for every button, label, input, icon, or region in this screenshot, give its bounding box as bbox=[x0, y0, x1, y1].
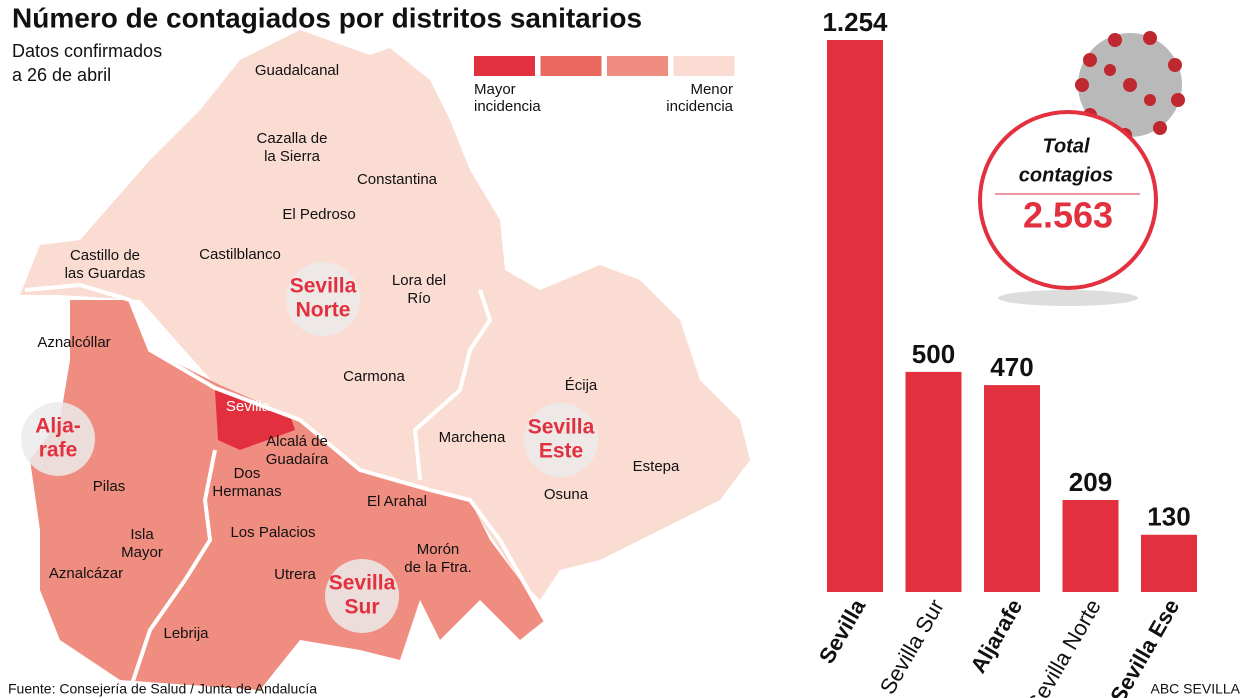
shadow bbox=[998, 290, 1138, 306]
town-label: Hermanas bbox=[212, 483, 281, 500]
value-label: 130 bbox=[1147, 502, 1190, 532]
total-circle bbox=[978, 110, 1158, 290]
legend-label: Mayor bbox=[474, 81, 516, 98]
total-label: Total bbox=[1042, 135, 1089, 157]
legend-label: Menor bbox=[690, 81, 733, 98]
credit: ABC SEVILLA bbox=[1151, 681, 1241, 697]
district-badge bbox=[325, 559, 399, 633]
district-label: Alja- bbox=[35, 415, 81, 438]
source: Fuente: Consejería de Salud / Junta de A… bbox=[8, 681, 317, 697]
town-label: Guadalcanal bbox=[255, 62, 339, 79]
value-label: 470 bbox=[990, 352, 1033, 382]
map-region bbox=[30, 300, 545, 690]
bar bbox=[1062, 500, 1119, 592]
town-label: Carmona bbox=[343, 368, 405, 385]
legend-label: incidencia bbox=[474, 98, 541, 115]
town-label: Castillo de bbox=[70, 247, 140, 264]
town-label: El Pedroso bbox=[282, 206, 355, 223]
legend-swatch bbox=[540, 56, 602, 76]
district-border bbox=[24, 282, 547, 621]
total-value: 2.563 bbox=[1023, 195, 1113, 236]
value-label: 500 bbox=[912, 339, 955, 369]
virus-spikes bbox=[1075, 31, 1185, 142]
bar bbox=[905, 371, 962, 592]
district-badge bbox=[21, 402, 95, 476]
bar bbox=[1141, 534, 1197, 592]
legend-label: incidencia bbox=[666, 98, 733, 115]
category-label: Sevilla Sur bbox=[875, 595, 949, 698]
title: Número de contagiados por distritos sani… bbox=[12, 2, 642, 33]
bar bbox=[827, 40, 883, 592]
town-label: Alcalá de bbox=[266, 433, 328, 450]
town-label: Los Palacios bbox=[230, 524, 315, 541]
town-label: la Sierra bbox=[264, 148, 321, 165]
town-label: Mayor bbox=[121, 544, 163, 561]
subtitle: Datos confirmados bbox=[12, 41, 162, 61]
town-label: Cazalla de bbox=[257, 130, 328, 147]
bar bbox=[984, 385, 1040, 592]
town-label: Marchena bbox=[439, 429, 506, 446]
town-label: Osuna bbox=[544, 486, 589, 503]
town-label: Lora del bbox=[392, 272, 446, 289]
district-label: Sevilla bbox=[329, 572, 396, 595]
town-label: las Guardas bbox=[65, 265, 146, 282]
town-label: Aznalcóllar bbox=[37, 334, 110, 351]
town-label: Castilblanco bbox=[199, 246, 281, 263]
town-label: Utrera bbox=[274, 566, 316, 583]
town-label: Écija bbox=[565, 377, 598, 394]
district-badge bbox=[524, 403, 598, 477]
district-border bbox=[128, 449, 217, 691]
map-region bbox=[215, 390, 295, 450]
value-label: 209 bbox=[1069, 467, 1112, 497]
town-label: Constantina bbox=[357, 171, 438, 188]
district-badge bbox=[286, 262, 360, 336]
legend-swatch bbox=[607, 56, 668, 76]
virus-icon bbox=[1075, 31, 1185, 142]
category-label: Sevilla bbox=[814, 594, 871, 668]
town-label: Morón bbox=[417, 541, 460, 558]
district-label: Sevilla bbox=[528, 416, 595, 439]
district-border bbox=[412, 289, 493, 481]
town-label: Lebrija bbox=[163, 625, 209, 642]
total-label: contagios bbox=[1019, 164, 1113, 186]
district-label: Sur bbox=[344, 596, 379, 619]
category-label: Aljarafe bbox=[965, 595, 1027, 677]
town-label: de la Ftra. bbox=[404, 559, 472, 576]
legend-swatch bbox=[474, 56, 535, 76]
town-label: Dos bbox=[234, 465, 261, 482]
district-label: rafe bbox=[39, 439, 78, 462]
town-label: Guadaíra bbox=[266, 451, 329, 468]
district-label: Sevilla bbox=[290, 275, 357, 298]
value-label: 1.254 bbox=[822, 7, 888, 37]
town-label: El Arahal bbox=[367, 493, 427, 510]
category-label: Sevilla Norte bbox=[1022, 595, 1106, 698]
town-label: Sevilla bbox=[226, 398, 271, 415]
town-label: Río bbox=[407, 290, 430, 307]
town-label: Aznalcázar bbox=[49, 565, 123, 582]
subtitle: a 26 de abril bbox=[12, 65, 111, 85]
district-label: Norte bbox=[296, 299, 351, 322]
town-label: Estepa bbox=[633, 458, 680, 475]
town-label: Isla bbox=[130, 526, 154, 543]
legend-swatch bbox=[673, 56, 735, 76]
district-label: Este bbox=[539, 440, 583, 463]
town-label: Pilas bbox=[93, 478, 126, 495]
